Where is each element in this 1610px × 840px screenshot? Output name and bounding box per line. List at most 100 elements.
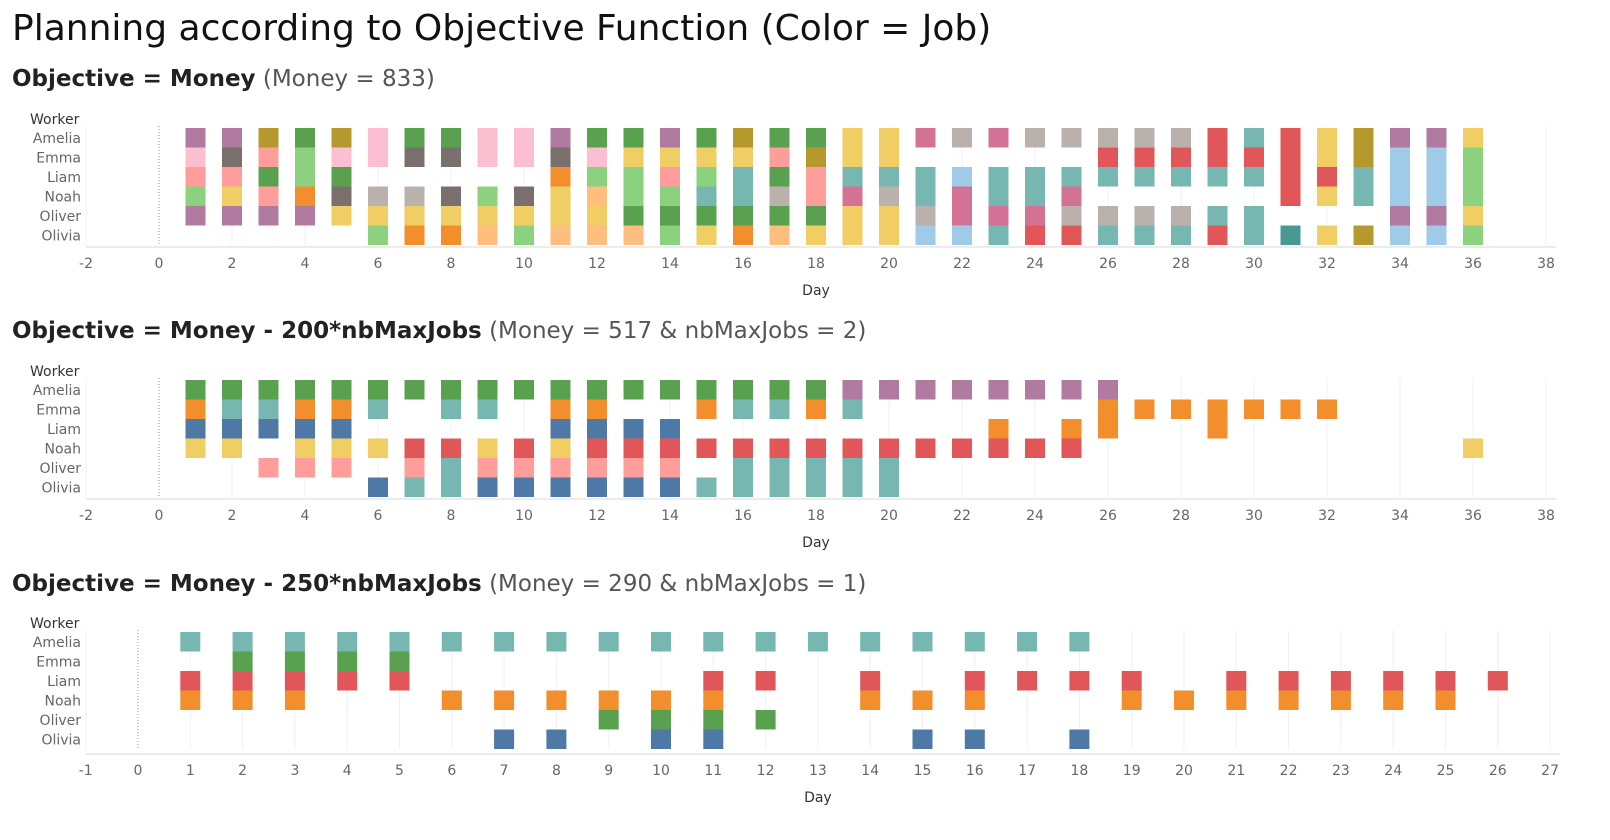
task-bar — [404, 225, 425, 245]
task-bar — [1353, 167, 1374, 206]
task-bar — [879, 438, 899, 458]
worker-label: Olivia — [41, 732, 81, 748]
x-tick-label: 32 — [1318, 508, 1336, 524]
task-bar — [389, 671, 410, 691]
task-bar — [1171, 128, 1191, 148]
task-bar — [337, 651, 358, 671]
task-bar — [806, 147, 826, 167]
chart-2-title: Objective = Money - 200*nbMaxJobs (Money… — [12, 318, 866, 344]
task-bar — [514, 206, 534, 226]
task-bar — [1278, 671, 1299, 691]
x-tick-label: 16 — [734, 256, 752, 272]
task-bar — [331, 186, 352, 206]
task-bar — [623, 147, 644, 167]
worker-label: Oliver — [40, 713, 82, 729]
task-bar — [1317, 186, 1337, 206]
x-tick-label: 12 — [588, 256, 606, 272]
task-bar — [1098, 147, 1118, 167]
task-bar — [988, 438, 1009, 458]
x-tick-label: 21 — [1227, 763, 1245, 779]
task-bar — [258, 167, 279, 187]
x-tick-label: 30 — [1245, 508, 1263, 524]
task-bar — [514, 128, 534, 167]
task-bar — [1390, 206, 1410, 226]
task-bar — [441, 632, 462, 652]
task-bar — [587, 419, 607, 439]
x-tick-label: 20 — [880, 508, 898, 524]
task-bar — [404, 147, 425, 167]
x-tick-label: 4 — [301, 508, 310, 524]
task-bar — [389, 632, 410, 652]
task-bar — [185, 186, 206, 206]
task-bar — [842, 399, 863, 419]
task-bar — [477, 225, 498, 245]
task-bar — [1383, 690, 1404, 710]
task-bar — [1098, 206, 1118, 226]
x-tick-label: 11 — [704, 763, 722, 779]
task-bar — [1426, 206, 1447, 226]
task-bar — [295, 399, 315, 419]
task-bar — [769, 438, 790, 458]
task-bar — [404, 380, 425, 400]
y-axis-title: Worker — [30, 112, 80, 128]
task-bar — [915, 380, 936, 400]
chart-3-gantt: Worker Amelia Emma Liam Noah Oliver Olivia -1 0 1… — [30, 616, 1561, 806]
x-tick-label: 0 — [155, 256, 164, 272]
x-tick-label: 26 — [1099, 256, 1117, 272]
task-bar — [842, 438, 863, 458]
task-bar — [368, 186, 388, 206]
task-bar — [550, 206, 571, 226]
task-bar — [1487, 671, 1508, 691]
x-tick-label: 24 — [1026, 508, 1044, 524]
task-bar — [185, 147, 206, 167]
x-tick-label: 8 — [552, 763, 561, 779]
task-bar — [258, 128, 279, 148]
task-bar — [755, 632, 776, 652]
task-bar — [331, 147, 352, 167]
task-bar — [368, 206, 388, 226]
x-tick-label: 10 — [515, 508, 533, 524]
task-bar — [696, 167, 717, 187]
x-tick-label: 25 — [1437, 763, 1455, 779]
task-bar — [185, 128, 206, 148]
task-bar — [1244, 399, 1264, 419]
task-bar — [331, 458, 352, 478]
y-axis-title: Worker — [30, 364, 80, 380]
worker-label: Amelia — [33, 635, 81, 651]
task-bar — [623, 206, 644, 226]
task-bar — [806, 206, 826, 226]
task-bar — [842, 186, 863, 206]
task-bar — [1330, 690, 1351, 710]
x-tick-label: 12 — [757, 763, 775, 779]
task-bar — [258, 380, 279, 400]
x-tick-label: 26 — [1099, 508, 1117, 524]
task-bar — [587, 399, 607, 419]
task-bar — [1280, 399, 1301, 419]
task-bar — [550, 186, 571, 206]
task-bar — [185, 438, 206, 458]
task-bar — [1017, 632, 1038, 652]
task-bar — [368, 399, 388, 419]
task-bar — [1061, 438, 1082, 458]
task-bar — [1244, 128, 1264, 148]
task-bar — [988, 225, 1009, 245]
x-tick-label: 36 — [1464, 256, 1482, 272]
x-tick-label: 22 — [953, 256, 971, 272]
task-bar — [879, 458, 899, 497]
task-bar — [879, 186, 899, 206]
task-bar — [441, 225, 461, 245]
task-bar — [331, 380, 352, 400]
task-bar — [623, 128, 644, 148]
task-bar — [295, 419, 315, 439]
x-tick-label: 8 — [447, 256, 456, 272]
x-tick-label: 4 — [343, 763, 352, 779]
task-bar — [1017, 671, 1038, 691]
task-bar — [1207, 128, 1228, 167]
task-bar — [180, 690, 201, 710]
task-bar — [1207, 225, 1228, 245]
task-bar — [651, 729, 671, 749]
task-bar — [769, 399, 790, 419]
task-bar — [404, 186, 425, 206]
task-bar — [295, 147, 315, 187]
task-bar — [258, 186, 279, 206]
